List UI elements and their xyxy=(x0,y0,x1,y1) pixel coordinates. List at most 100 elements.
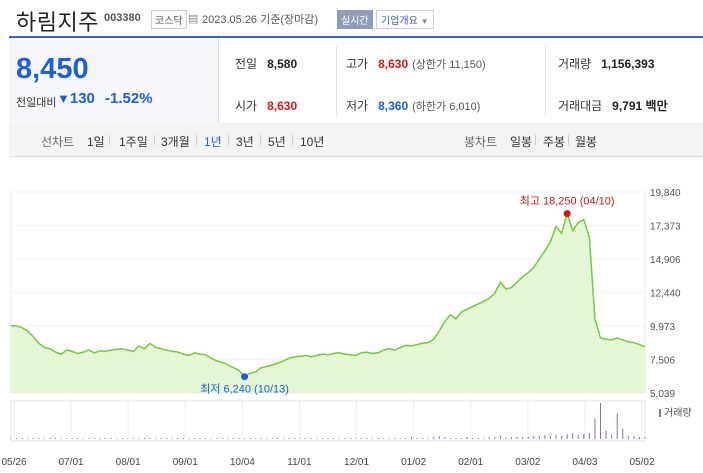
volume-bar xyxy=(155,437,157,439)
tab-weekly[interactable]: 주봉 xyxy=(543,135,566,149)
tab-3m[interactable]: 3개월 xyxy=(161,135,190,149)
candle-chart-label: 봉차트 xyxy=(464,135,498,149)
chart-annotations: 최고 18,250 (04/10) 최저 6,240 (10/13) xyxy=(200,195,614,396)
volume-bar xyxy=(472,437,474,439)
volume-legend-icon xyxy=(659,409,661,417)
market-badge: 코스닥 xyxy=(151,10,187,29)
low-value: 8,360 xyxy=(378,99,409,113)
volume-bar xyxy=(10,437,12,439)
volume-bar xyxy=(427,437,429,439)
volume-bar xyxy=(77,437,79,439)
volume-bar xyxy=(549,435,551,439)
open-value: 8,630 xyxy=(267,99,298,113)
volume-bar xyxy=(488,436,490,439)
y-tick-label: 9,973 xyxy=(650,322,675,333)
volume-bar xyxy=(271,437,273,439)
high-value: 8,630 xyxy=(378,57,409,71)
volume-bar xyxy=(605,430,607,439)
company-info-dropdown[interactable]: 기업개요 ▼ xyxy=(376,10,434,29)
lower-limit: (하한가 6,010) xyxy=(412,101,481,113)
y-tick-label: 12,440 xyxy=(650,289,681,300)
volume-bar xyxy=(572,432,574,439)
tab-divider xyxy=(568,135,569,145)
tab-10y[interactable]: 10년 xyxy=(300,135,325,149)
volume-bar xyxy=(238,437,240,439)
y-tick-label: 14,906 xyxy=(650,255,681,266)
volume-bar xyxy=(232,437,234,439)
tab-3y[interactable]: 3년 xyxy=(236,135,254,149)
volume-bar xyxy=(633,435,635,439)
volume-bar xyxy=(32,437,34,439)
volume-bar xyxy=(583,433,585,439)
tab-monthly[interactable]: 월봉 xyxy=(575,135,598,149)
chart-tabs: 선차트 1일 1주일 3개월 1년 3년 5년 10년 봉차트 일봉 주봉 월봉 xyxy=(9,123,703,157)
volume-bar xyxy=(438,435,440,439)
realtime-button[interactable]: 실시간 xyxy=(337,10,373,29)
volume-bar xyxy=(388,437,390,439)
volume-bar xyxy=(394,437,396,439)
tab-1y[interactable]: 1년 xyxy=(204,135,222,149)
volume-bar xyxy=(310,437,312,439)
volume-bar xyxy=(21,437,23,439)
volume-bars: 거래량 xyxy=(10,400,692,442)
stock-code: 003380 xyxy=(104,12,141,24)
tab-daily[interactable]: 일봉 xyxy=(510,135,533,149)
price-chart[interactable]: 19,84017,37314,90612,4409,9737,5065,039 … xyxy=(0,160,703,473)
volume-bar xyxy=(333,437,335,439)
volume-bar xyxy=(127,437,129,439)
volume-bar xyxy=(410,436,412,439)
tab-1w[interactable]: 1주일 xyxy=(119,135,148,149)
chevron-down-icon: ▼ xyxy=(420,17,429,26)
volume-bar xyxy=(460,437,462,439)
volume-bar xyxy=(38,437,40,439)
volume-bar xyxy=(638,436,640,439)
volume-label: 거래량 xyxy=(558,57,592,71)
volume-bar xyxy=(255,437,257,439)
low-label: 저가 xyxy=(346,99,369,113)
volume-bar xyxy=(522,436,524,439)
volume-bar xyxy=(160,437,162,439)
volume-bar xyxy=(143,437,145,439)
low-label: 최저 6,240 (10/13) xyxy=(200,383,289,396)
volume-bar xyxy=(555,434,557,439)
trade-amount: 거래대금 9,791 백만 xyxy=(558,97,668,114)
volume-bar xyxy=(338,437,340,439)
volume-bar xyxy=(166,437,168,439)
divider xyxy=(545,46,546,116)
high-price: 고가 8,630 (상한가 11,150) xyxy=(346,55,486,72)
volume-bar xyxy=(149,437,151,439)
y-tick-label: 19,840 xyxy=(650,188,681,199)
upper-limit: (상한가 11,150) xyxy=(412,59,486,71)
tab-divider xyxy=(228,135,229,145)
tab-1d[interactable]: 1일 xyxy=(87,135,105,149)
tab-divider xyxy=(260,135,261,145)
x-tick-label: 09/01 xyxy=(173,457,198,468)
tab-divider xyxy=(154,135,155,145)
volume-bar xyxy=(511,436,513,439)
volume-bar xyxy=(527,436,529,439)
volume-bar xyxy=(99,437,101,439)
volume-bar xyxy=(422,437,424,439)
volume-bar xyxy=(277,437,279,439)
volume-bar xyxy=(505,437,507,439)
tab-5y[interactable]: 5년 xyxy=(268,135,286,149)
volume-bar xyxy=(399,437,401,439)
volume-bar xyxy=(210,437,212,439)
volume-bar xyxy=(483,437,485,439)
volume-bar xyxy=(227,437,229,439)
volume-bar xyxy=(444,436,446,439)
volume-bar xyxy=(121,437,123,439)
price-area xyxy=(11,213,645,393)
tab-divider xyxy=(292,135,293,145)
line-chart-label: 선차트 xyxy=(41,135,75,149)
volume-bar xyxy=(288,437,290,439)
calendar-icon: ▤ xyxy=(188,13,199,25)
tab-divider xyxy=(109,135,110,145)
volume-bar xyxy=(466,436,468,439)
volume-bar xyxy=(594,418,596,439)
volume-bar xyxy=(16,437,18,439)
volume-bar xyxy=(616,413,618,439)
volume-bar xyxy=(199,437,201,439)
volume-bar xyxy=(433,436,435,439)
x-tick-label: 08/01 xyxy=(116,457,141,468)
